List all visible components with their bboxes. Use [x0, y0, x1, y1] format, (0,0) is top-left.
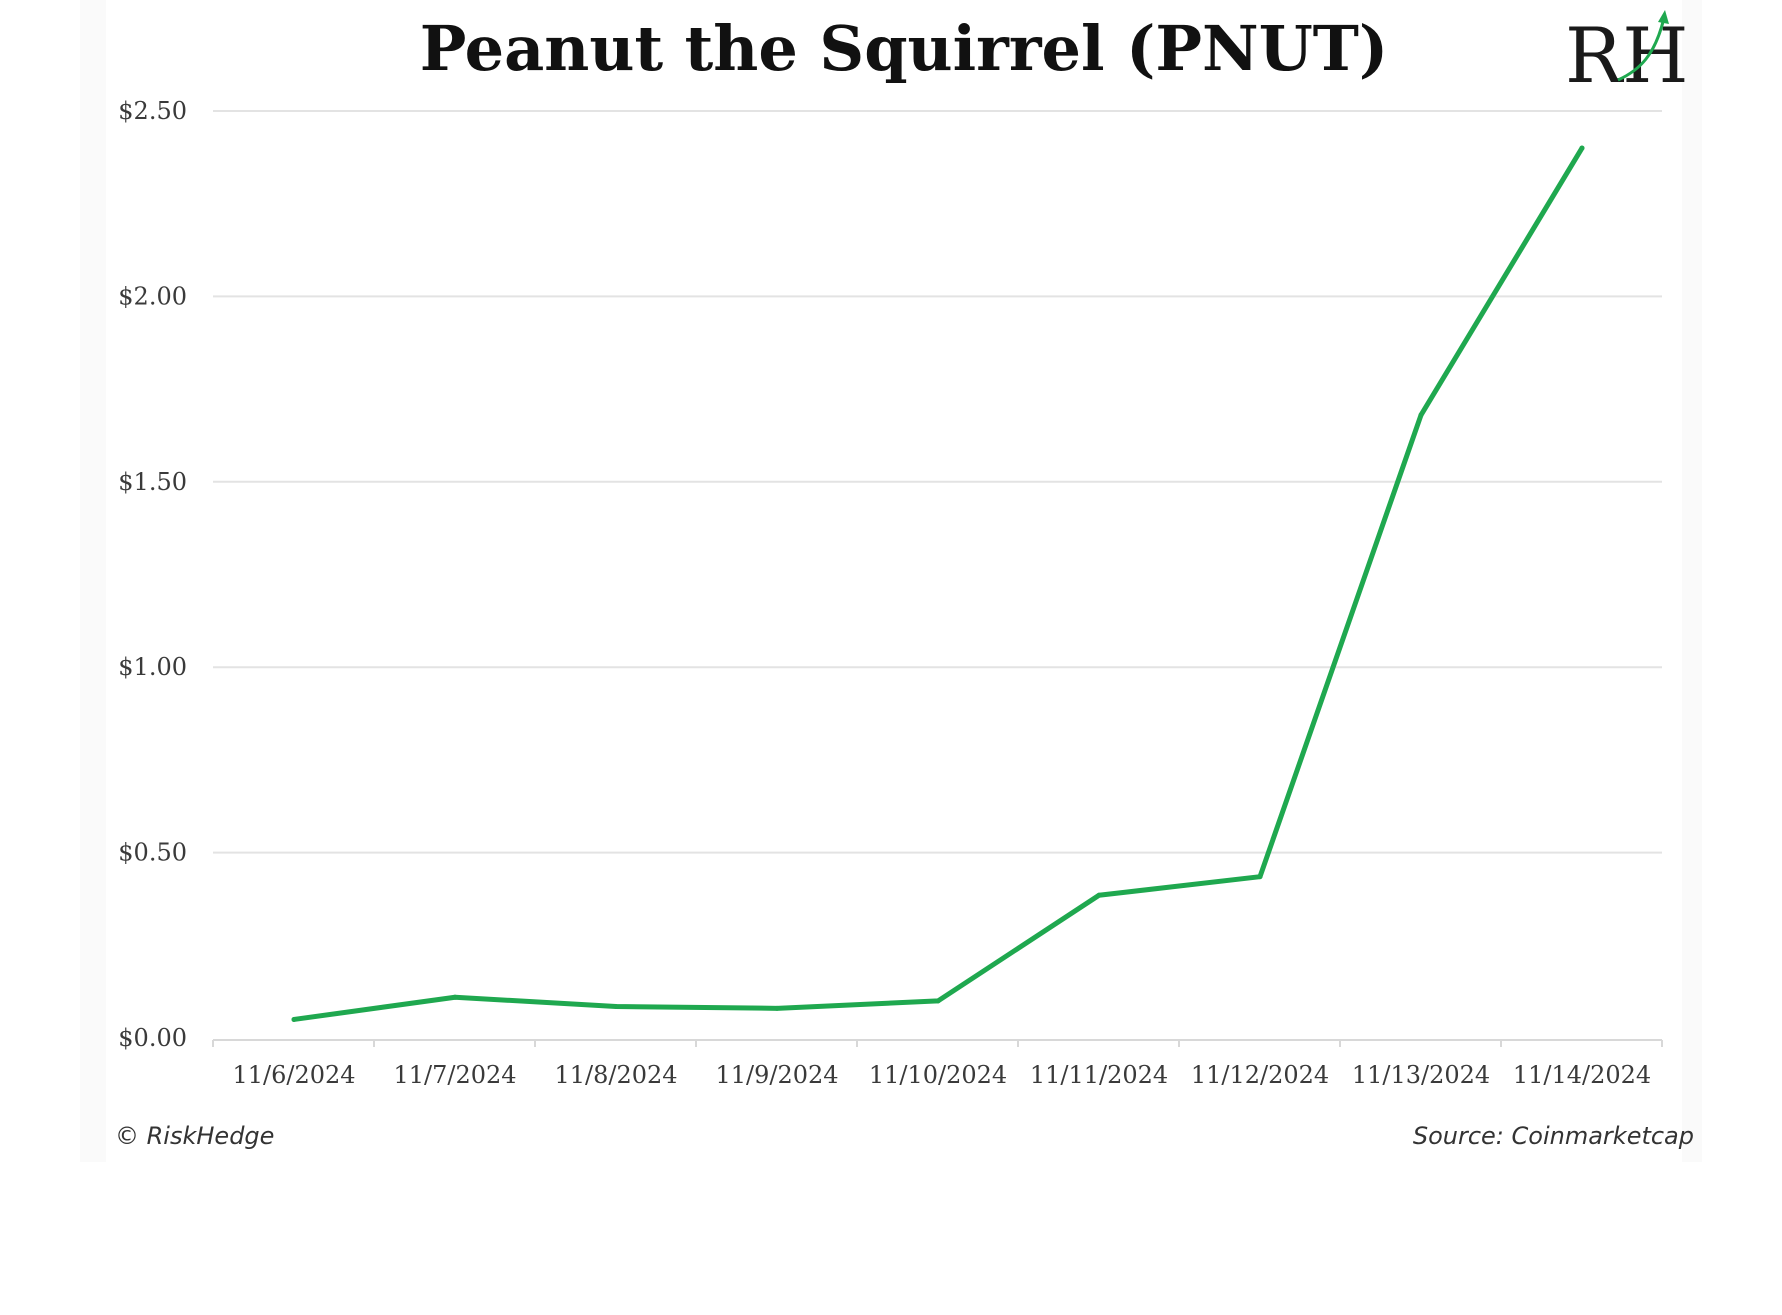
data-point: [1579, 145, 1585, 151]
chart-title: Peanut the Squirrel (PNUT): [420, 12, 1389, 85]
data-point: [1418, 412, 1424, 418]
x-tick-label: 11/12/2024: [1191, 1061, 1329, 1089]
x-axis-ticks: 11/6/2024 11/7/2024 11/8/2024 11/9/2024 11/1…: [232, 1061, 1651, 1089]
source-label: Source: Coinmarketcap: [1413, 1122, 1694, 1150]
copyright-label: © RiskHedge: [115, 1122, 274, 1150]
chart-panel: [106, 0, 1682, 1162]
y-tick-label: $1.00: [118, 653, 187, 681]
series-layer: [291, 145, 1585, 1022]
logo: RH: [1565, 10, 1689, 100]
x-tick-label: 11/14/2024: [1513, 1061, 1651, 1089]
logo-arrow-icon: [1617, 17, 1666, 82]
data-point: [452, 994, 458, 1000]
x-axis: [212, 1039, 1663, 1047]
y-tick-label: $2.00: [118, 282, 187, 310]
y-axis-ticks: $0.00 $0.50 $1.00 $1.50 $2.00 $2.50: [118, 97, 187, 1052]
x-tick-label: 11/7/2024: [393, 1061, 516, 1089]
x-tick-label: 11/9/2024: [715, 1061, 838, 1089]
x-tick-label: 11/11/2024: [1030, 1061, 1168, 1089]
data-point: [1096, 892, 1102, 898]
x-tick-label: 11/6/2024: [232, 1061, 355, 1089]
x-tick-label: 11/13/2024: [1352, 1061, 1490, 1089]
y-tick-label: $2.50: [118, 97, 187, 125]
logo-arrowhead-icon: [1658, 10, 1669, 24]
y-tick-label: $1.50: [118, 468, 187, 496]
logo-text: RH: [1565, 11, 1689, 100]
grid-lines: [213, 110, 1662, 854]
data-point: [935, 998, 941, 1004]
data-point: [774, 1005, 780, 1011]
y-tick-label: $0.50: [118, 839, 187, 867]
y-tick-label: $0.00: [118, 1024, 187, 1052]
x-tick-label: 11/10/2024: [869, 1061, 1007, 1089]
data-point: [1257, 874, 1263, 880]
data-point: [613, 1003, 619, 1009]
x-tick-label: 11/8/2024: [554, 1061, 677, 1089]
data-point: [291, 1016, 297, 1022]
